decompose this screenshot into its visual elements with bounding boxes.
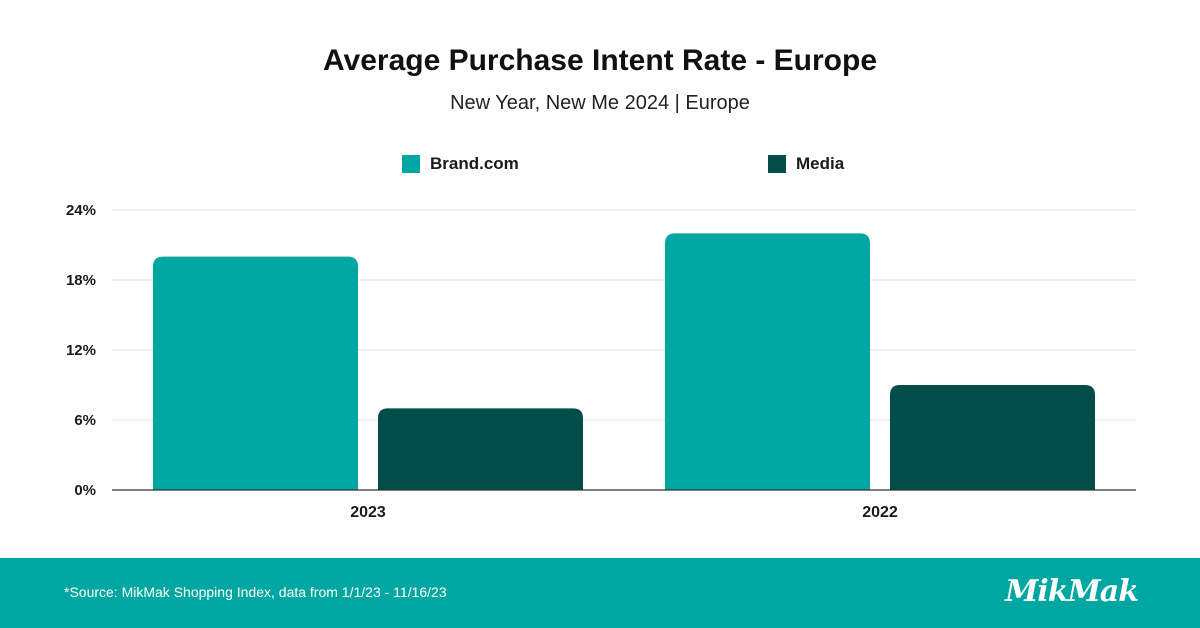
bar-chart: 0% 6% 12% 18% 24% 2023 2022 [66, 202, 1136, 521]
bar [378, 408, 583, 490]
bar [890, 385, 1095, 490]
y-tick-label: 0% [74, 482, 96, 499]
y-tick-label: 24% [66, 202, 96, 219]
source-note: *Source: MikMak Shopping Index, data fro… [64, 584, 447, 600]
y-tick-label: 6% [74, 412, 96, 429]
mikmak-logo: MikMak [1005, 574, 1139, 609]
legend-label-brand: Brand.com [430, 154, 519, 173]
bar [665, 233, 870, 491]
y-tick-label: 12% [66, 342, 96, 359]
legend-item-media: Media [768, 154, 844, 174]
legend-item-brand: Brand.com [402, 154, 519, 174]
chart-title: Average Purchase Intent Rate - Europe [322, 44, 878, 77]
x-category-label: 2022 [862, 504, 898, 521]
legend-swatch-brand [402, 155, 420, 173]
bar [153, 256, 358, 490]
y-tick-label: 18% [66, 272, 96, 289]
x-category-label: 2023 [350, 504, 386, 521]
chart-subtitle: New Year, New Me 2024 | Europe [450, 92, 750, 114]
legend-label-media: Media [796, 154, 845, 173]
legend-swatch-media [768, 155, 786, 173]
footer: *Source: MikMak Shopping Index, data fro… [0, 558, 1200, 628]
